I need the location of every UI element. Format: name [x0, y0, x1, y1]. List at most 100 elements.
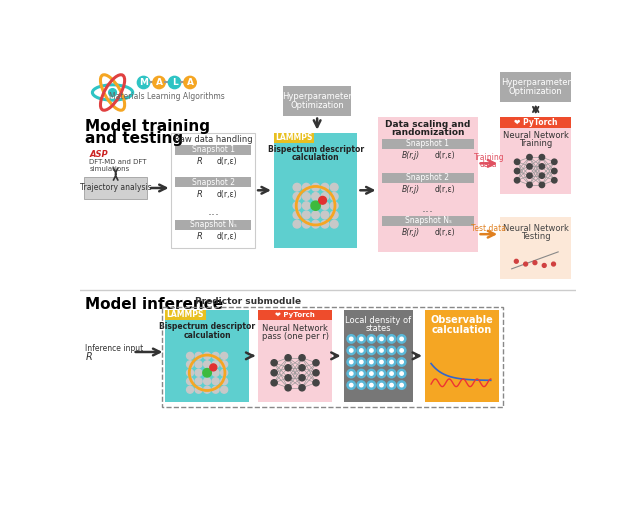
Text: Training: Training [474, 153, 504, 162]
Text: R: R [196, 157, 202, 167]
Circle shape [397, 381, 406, 389]
Circle shape [299, 365, 305, 371]
Circle shape [212, 378, 219, 385]
Circle shape [370, 360, 373, 364]
Circle shape [390, 337, 393, 340]
Circle shape [313, 360, 319, 366]
Circle shape [203, 368, 211, 377]
Circle shape [347, 358, 355, 366]
Circle shape [303, 211, 310, 219]
Circle shape [299, 385, 305, 391]
Text: DFT-MD and DFT: DFT-MD and DFT [90, 159, 147, 165]
FancyBboxPatch shape [500, 117, 572, 128]
Circle shape [299, 375, 305, 381]
Circle shape [552, 168, 557, 174]
Circle shape [552, 178, 557, 183]
Text: Bispectrum descriptor: Bispectrum descriptor [159, 322, 255, 331]
Circle shape [109, 89, 116, 96]
Circle shape [204, 353, 211, 359]
Circle shape [387, 358, 396, 366]
Circle shape [367, 346, 376, 355]
Circle shape [370, 372, 373, 375]
Text: Optimization: Optimization [291, 101, 344, 110]
FancyBboxPatch shape [344, 310, 413, 402]
FancyBboxPatch shape [382, 172, 474, 182]
Text: Neural Network: Neural Network [503, 223, 568, 232]
Circle shape [370, 384, 373, 387]
Circle shape [210, 364, 217, 371]
Circle shape [552, 159, 557, 164]
Text: d(r,ε): d(r,ε) [217, 190, 237, 199]
Circle shape [293, 192, 301, 200]
Circle shape [377, 369, 386, 378]
Text: states: states [365, 324, 391, 333]
FancyBboxPatch shape [382, 139, 474, 149]
Text: B(r,j): B(r,j) [402, 185, 420, 194]
FancyBboxPatch shape [500, 217, 572, 279]
Circle shape [360, 349, 363, 352]
Text: Neural Network: Neural Network [503, 131, 568, 140]
Text: Hyperparameter: Hyperparameter [282, 92, 352, 101]
Circle shape [330, 202, 338, 210]
Text: M: M [139, 78, 148, 87]
Text: B(r,j): B(r,j) [402, 228, 420, 237]
Text: Snapshot 1: Snapshot 1 [406, 139, 449, 148]
Text: Model inference: Model inference [85, 297, 223, 311]
Circle shape [187, 369, 193, 376]
Text: LAMMPS: LAMMPS [275, 133, 312, 142]
Circle shape [303, 192, 310, 200]
Circle shape [367, 335, 376, 343]
Text: ASP: ASP [90, 150, 108, 159]
Text: Training: Training [519, 139, 552, 148]
Circle shape [321, 183, 329, 191]
Text: calculation: calculation [183, 330, 231, 339]
FancyBboxPatch shape [500, 73, 572, 102]
Text: Bispectrum descriptor: Bispectrum descriptor [268, 145, 364, 154]
Circle shape [271, 370, 277, 376]
Circle shape [527, 173, 532, 178]
Circle shape [299, 355, 305, 361]
Circle shape [527, 182, 532, 188]
Circle shape [204, 369, 211, 376]
Circle shape [347, 346, 355, 355]
Circle shape [360, 372, 363, 375]
Text: Neural Network: Neural Network [262, 324, 328, 333]
Text: R: R [196, 232, 202, 241]
Circle shape [312, 192, 319, 200]
FancyBboxPatch shape [283, 86, 351, 115]
Circle shape [330, 183, 338, 191]
FancyBboxPatch shape [382, 216, 474, 226]
Circle shape [271, 360, 277, 366]
Circle shape [387, 335, 396, 343]
Circle shape [330, 211, 338, 219]
Circle shape [321, 211, 329, 219]
Text: and testing: and testing [85, 131, 184, 146]
FancyBboxPatch shape [500, 117, 572, 194]
Circle shape [390, 372, 393, 375]
Text: Materials Learning Algorithms: Materials Learning Algorithms [109, 92, 225, 101]
Circle shape [397, 335, 406, 343]
Circle shape [271, 380, 277, 386]
Circle shape [212, 361, 219, 368]
Circle shape [221, 369, 228, 376]
Circle shape [187, 361, 193, 368]
FancyBboxPatch shape [259, 310, 332, 320]
Text: Inference input: Inference input [85, 344, 143, 353]
FancyBboxPatch shape [274, 132, 314, 142]
Text: ❤ PyTorch: ❤ PyTorch [514, 118, 557, 127]
Circle shape [285, 355, 291, 361]
Circle shape [195, 353, 202, 359]
Text: L: L [172, 78, 177, 87]
Circle shape [397, 346, 406, 355]
Circle shape [321, 202, 329, 210]
Text: ...: ... [207, 204, 220, 218]
Circle shape [212, 386, 219, 393]
Text: Test data: Test data [471, 223, 506, 232]
FancyBboxPatch shape [84, 177, 147, 199]
Circle shape [542, 264, 546, 267]
Text: Optimization: Optimization [509, 87, 563, 96]
Circle shape [347, 335, 355, 343]
Circle shape [321, 220, 329, 228]
Text: data: data [480, 160, 497, 169]
FancyBboxPatch shape [175, 177, 252, 187]
